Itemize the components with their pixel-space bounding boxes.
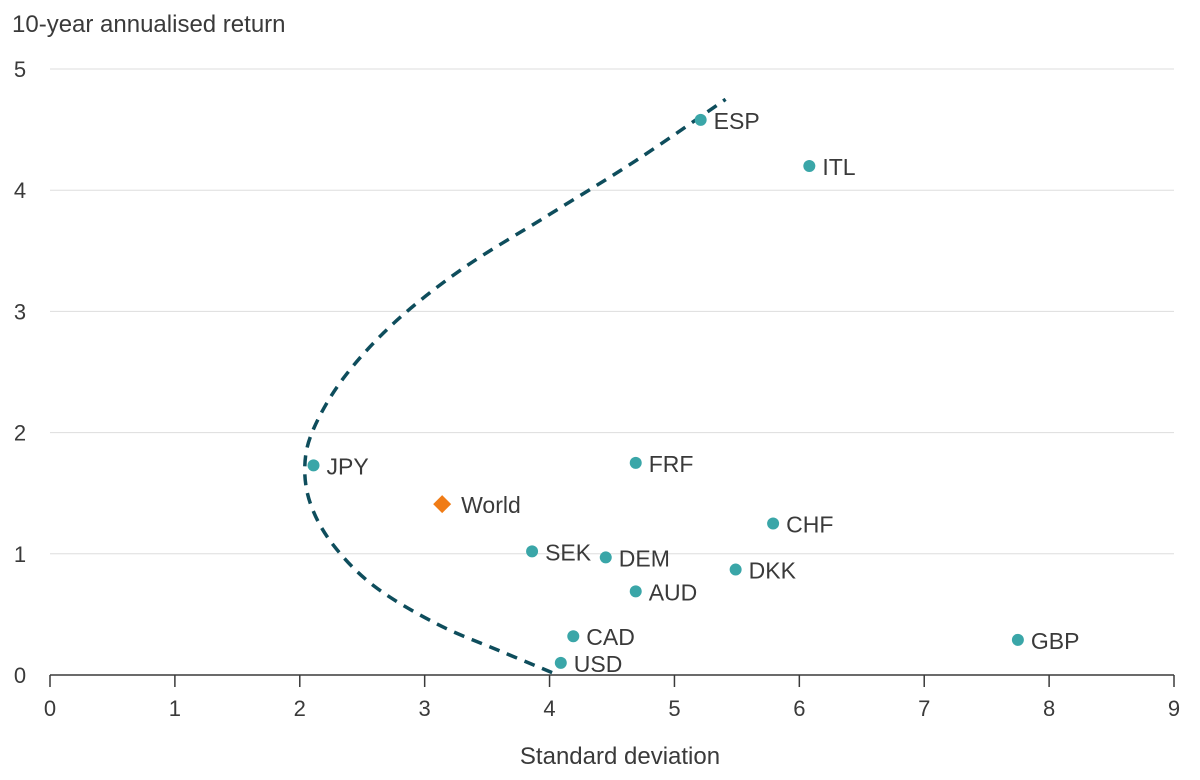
point-dem <box>599 551 612 564</box>
x-tick-label: 9 <box>1168 696 1180 721</box>
y-tick-label: 1 <box>14 542 26 567</box>
y-tick-label: 5 <box>14 57 26 82</box>
point-label-world: World <box>461 492 521 518</box>
y-tick-label: 0 <box>14 663 26 688</box>
x-tick-label: 6 <box>793 696 805 721</box>
point-label-esp: ESP <box>714 108 760 134</box>
x-tick-label: 4 <box>543 696 555 721</box>
point-label-aud: AUD <box>649 579 698 605</box>
x-tick-label: 7 <box>918 696 930 721</box>
x-tick-label: 5 <box>668 696 680 721</box>
point-frf <box>629 456 642 469</box>
x-tick-label: 0 <box>44 696 56 721</box>
point-label-usd: USD <box>574 651 623 677</box>
point-dkk <box>729 563 742 576</box>
point-label-itl: ITL <box>822 154 855 180</box>
point-world <box>433 495 452 514</box>
y-tick-labels: 0 1 2 3 4 5 <box>14 57 26 688</box>
point-label-jpy: JPY <box>327 453 369 479</box>
point-chf <box>767 517 780 530</box>
x-tick-label: 3 <box>419 696 431 721</box>
point-label-dkk: DKK <box>749 558 797 584</box>
point-cad <box>567 630 580 643</box>
frontier-curve <box>303 97 727 675</box>
point-itl <box>803 159 816 172</box>
point-gbp <box>1011 633 1024 646</box>
y-tick-label: 3 <box>14 299 26 324</box>
point-sek <box>526 545 539 558</box>
x-axis-label: Standard deviation <box>520 743 720 770</box>
y-tick-label: 4 <box>14 178 26 203</box>
y-tick-label: 2 <box>14 421 26 446</box>
point-jpy <box>307 459 320 472</box>
point-label-frf: FRF <box>649 451 694 477</box>
y-axis-label: 10-year annualised return <box>12 11 286 38</box>
x-tick-label: 2 <box>294 696 306 721</box>
point-label-sek: SEK <box>545 539 592 565</box>
x-tick-label: 8 <box>1043 696 1055 721</box>
gridlines <box>50 68 1174 555</box>
point-label-dem: DEM <box>619 545 670 571</box>
x-axis: 0 1 2 3 4 5 6 7 8 9 <box>44 674 1180 721</box>
point-usd <box>554 656 567 669</box>
x-tick-label: 1 <box>169 696 181 721</box>
point-aud <box>629 585 642 598</box>
point-label-gbp: GBP <box>1031 628 1080 654</box>
point-label-chf: CHF <box>786 512 833 538</box>
point-esp <box>694 113 707 126</box>
point-label-cad: CAD <box>586 624 635 650</box>
